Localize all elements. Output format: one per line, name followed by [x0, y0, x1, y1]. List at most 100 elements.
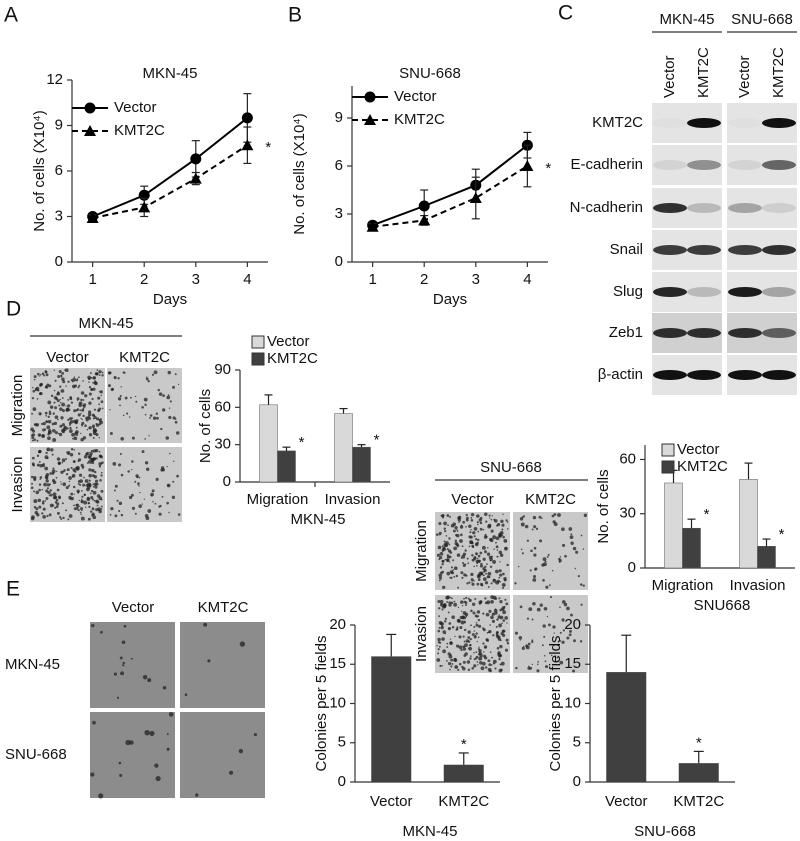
cell-dot [177, 513, 181, 516]
cell-dot [95, 433, 99, 437]
cell-dot [487, 547, 489, 549]
cell-dot [85, 487, 90, 492]
legend-swatch [661, 443, 675, 457]
blot-band [728, 370, 762, 380]
cell-dot [31, 433, 36, 437]
x-tick-label: 2 [140, 271, 148, 288]
cell-dot [97, 409, 101, 412]
x-axis-title: MKN-45 [290, 511, 345, 528]
panel-label: E [6, 578, 20, 601]
cell-dot [62, 516, 65, 520]
cell-dot [45, 476, 49, 480]
cell-dot [143, 498, 146, 500]
cell-dot [502, 633, 506, 637]
blot-band [687, 287, 721, 297]
blot-band [728, 287, 762, 297]
cell-dot [49, 489, 52, 492]
cell-dot [100, 471, 103, 474]
cell-dot [479, 551, 483, 555]
cell-dot [88, 505, 91, 508]
cell-dot [46, 487, 49, 490]
blot-band [687, 245, 721, 255]
cell-dot [499, 615, 504, 620]
cell-dot [48, 430, 52, 435]
cell-dot [77, 491, 80, 494]
cell-dot [453, 566, 458, 571]
blot-strip [727, 188, 797, 228]
cell-dot [458, 635, 462, 639]
cell-dot [88, 483, 92, 488]
cell-dot [498, 550, 503, 555]
cell-dot [480, 666, 485, 671]
cell-dot [166, 395, 171, 400]
cell-dot [470, 624, 472, 627]
cell-dot [465, 525, 467, 528]
cell-dot [542, 624, 546, 628]
cell-dot [87, 455, 91, 459]
blot-band [728, 118, 762, 128]
cell-dot [495, 631, 499, 634]
y-axis-title: Colonies per 5 fields [313, 636, 330, 772]
cell-dot [57, 391, 60, 394]
cell-dot [522, 515, 526, 518]
cell-dot [552, 625, 556, 629]
cell-dot [536, 663, 539, 666]
cell-dot [53, 401, 56, 404]
y-tick-label: 12 [46, 71, 63, 88]
cell-dot [476, 514, 480, 518]
cell-dot [77, 386, 80, 389]
cell-dot [528, 665, 530, 668]
y-tick-label: 3 [55, 207, 63, 224]
cell-dot [144, 514, 149, 518]
cell-dot [57, 495, 62, 499]
cell-dot [117, 397, 122, 401]
cell-dot [559, 556, 562, 558]
cell-dot [450, 576, 453, 580]
legend-marker [84, 102, 96, 114]
cell-dot [96, 500, 100, 504]
cell-dot [49, 503, 54, 508]
cell-dot [51, 453, 54, 456]
cell-dot [480, 571, 484, 575]
cell-dot [439, 551, 444, 556]
cell-dot [478, 656, 483, 661]
cell-dot [44, 411, 48, 415]
cell-dot [531, 663, 533, 666]
cell-dot [168, 407, 171, 409]
cell-dot [97, 396, 101, 400]
cell-dot [484, 666, 488, 669]
cell-dot [80, 398, 83, 402]
cell-dot [443, 542, 448, 547]
cell-dot [38, 412, 42, 416]
cell-dot [569, 535, 574, 540]
cell-dot [491, 619, 496, 623]
cell-dot [532, 578, 537, 582]
cell-dot [61, 409, 65, 413]
lane-label: KMT2C [770, 47, 787, 98]
cell-dot [458, 521, 460, 524]
cell-dot [455, 574, 459, 578]
cell-dot [490, 664, 493, 666]
cell-dot [149, 730, 155, 736]
cell-dot [487, 524, 492, 529]
cell-dot [166, 465, 168, 468]
cell-dot [577, 575, 580, 578]
cell-dot [446, 646, 449, 648]
cell-dot [88, 427, 90, 429]
cell-dot [82, 399, 85, 401]
cell-dot [155, 412, 159, 415]
cell-dot [80, 513, 82, 516]
x-tick-label: Migration [247, 491, 309, 508]
blot-band [762, 118, 796, 128]
cell-dot [499, 553, 504, 557]
cell-dot [462, 552, 467, 556]
cell-dot [486, 631, 489, 634]
cell-dot [86, 497, 91, 502]
cell-dot [80, 516, 85, 521]
cell-dot [515, 666, 518, 670]
cell-dot [31, 439, 34, 442]
cell-dot [455, 533, 458, 537]
cell-dot [86, 462, 89, 464]
cell-dot [82, 414, 85, 418]
cell-dot [36, 513, 40, 517]
